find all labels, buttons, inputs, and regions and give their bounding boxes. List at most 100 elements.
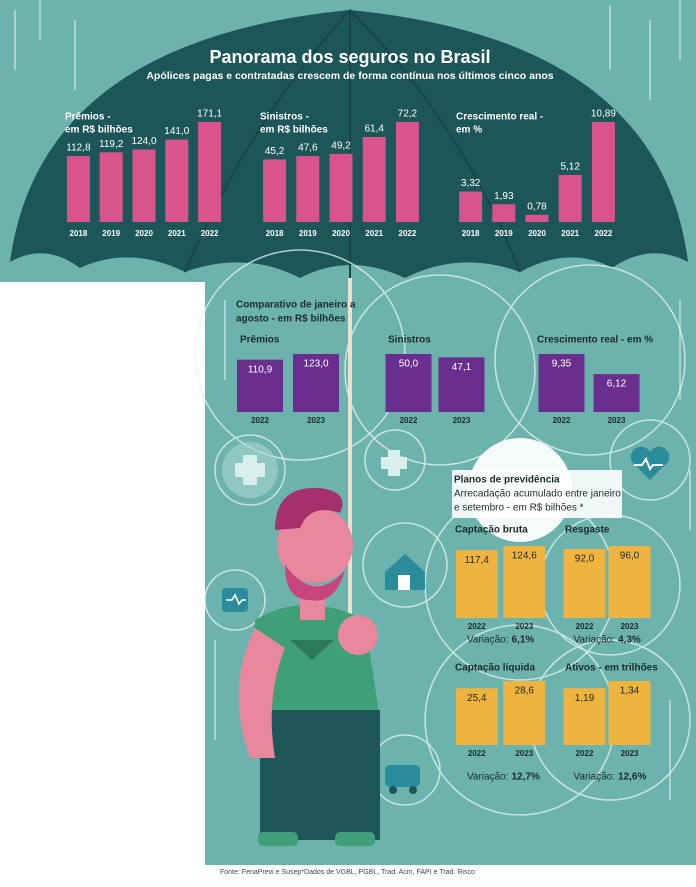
- bar: [459, 191, 483, 222]
- value-label: 47,1: [452, 362, 472, 373]
- value-label: 10,89: [591, 109, 616, 120]
- bar: [593, 374, 640, 412]
- bar: [525, 214, 549, 222]
- value-label: 110,9: [248, 364, 273, 375]
- note-value: 4,3%: [618, 635, 641, 646]
- bar: [608, 681, 651, 745]
- bar: [538, 354, 585, 412]
- value-label: 72,2: [398, 109, 418, 120]
- note-value: 12,6%: [618, 772, 646, 783]
- umbrella-ribs: [184, 9, 521, 278]
- x-tick-label: 2021: [561, 229, 579, 238]
- value-label: 47,6: [298, 143, 318, 154]
- chart-title: Crescimento real - em %: [537, 335, 653, 346]
- x-tick-label: 2022: [553, 416, 571, 425]
- chart-title: em R$ bilhões: [260, 125, 328, 136]
- value-label: 112,8: [66, 143, 91, 154]
- value-label: 50,0: [399, 359, 419, 370]
- value-label: 123,0: [303, 359, 328, 370]
- bar: [237, 359, 283, 412]
- x-tick-label: 2023: [621, 622, 639, 631]
- note-label: Variação:: [467, 772, 509, 783]
- chart-title: Ativos - em trilhões: [565, 663, 658, 674]
- chart-title: Resgaste: [565, 525, 610, 536]
- x-tick-label: 2022: [400, 416, 418, 425]
- chart-title: em R$ bilhões: [65, 125, 133, 136]
- x-tick-label: 2019: [299, 229, 317, 238]
- value-label: 3,32: [461, 178, 481, 189]
- x-tick-label: 2022: [468, 622, 486, 631]
- x-tick-label: 2021: [168, 229, 186, 238]
- x-tick-label: 2023: [515, 749, 533, 758]
- note-label: Variação:: [467, 635, 509, 646]
- x-tick-label: 2023: [453, 416, 471, 425]
- bar: [608, 546, 651, 618]
- value-label: 124,6: [512, 551, 537, 562]
- x-tick-label: 2022: [201, 229, 219, 238]
- bar: [492, 204, 516, 222]
- value-label: 5,12: [560, 162, 580, 173]
- bar: [438, 357, 485, 412]
- bar: [385, 354, 432, 412]
- x-tick-label: 2020: [135, 229, 153, 238]
- x-tick-label: 2022: [595, 229, 613, 238]
- value-label: 9,35: [552, 359, 572, 370]
- value-label: 0,78: [527, 201, 547, 212]
- x-tick-label: 2018: [266, 229, 284, 238]
- value-label: 61,4: [364, 124, 384, 135]
- value-label: 141,0: [164, 126, 189, 137]
- section-subtitle: e setembro - em R$ bilhões *: [454, 503, 584, 514]
- x-tick-label: 2018: [70, 229, 88, 238]
- x-tick-label: 2022: [251, 416, 269, 425]
- bar: [132, 149, 156, 222]
- bar: [198, 122, 222, 222]
- x-tick-label: 2019: [495, 229, 513, 238]
- value-label: 49,2: [331, 140, 351, 151]
- x-tick-label: 2020: [528, 229, 546, 238]
- person: [238, 278, 380, 846]
- bar: [455, 550, 498, 618]
- value-label: 92,0: [575, 554, 595, 565]
- note-label: Variação:: [573, 635, 615, 646]
- value-label: 171,1: [197, 109, 222, 120]
- value-label: 117,4: [465, 555, 490, 566]
- bar: [503, 546, 546, 618]
- x-tick-label: 2023: [608, 416, 626, 425]
- bar: [296, 156, 320, 222]
- source: Fonte: FenaPrevi e Susep*Dados de VGBL, …: [220, 869, 475, 876]
- bar: [558, 174, 582, 222]
- value-label: 1,93: [494, 191, 514, 202]
- value-label: 1,19: [575, 693, 595, 704]
- x-tick-label: 2023: [515, 622, 533, 631]
- chart-title: Captação líquida: [455, 663, 535, 674]
- value-label: 28,6: [515, 686, 535, 697]
- value-label: 1,34: [620, 686, 640, 697]
- bar: [99, 152, 123, 222]
- bar: [263, 159, 287, 222]
- pension-label-bg: [452, 470, 622, 518]
- value-label: 119,2: [99, 139, 124, 150]
- chart-title: Sinistros -: [260, 112, 309, 123]
- x-tick-label: 2022: [576, 749, 594, 758]
- bar: [66, 156, 90, 222]
- rain: [14, 0, 691, 800]
- bar: [563, 688, 606, 745]
- value-label: 6,12: [607, 379, 627, 390]
- section-title: agosto - em R$ bilhões: [236, 314, 346, 325]
- x-tick-label: 2023: [307, 416, 325, 425]
- chart-title: Prêmios -: [65, 112, 111, 123]
- value-label: 124,0: [131, 136, 156, 147]
- bar: [293, 354, 339, 412]
- note-value: 12,7%: [512, 772, 540, 783]
- bar: [503, 681, 546, 745]
- bar: [329, 153, 353, 222]
- x-tick-label: 2022: [399, 229, 417, 238]
- main-subtitle: Apólices pagas e contratadas crescem de …: [146, 70, 553, 82]
- note-label: Variação:: [573, 772, 615, 783]
- x-tick-label: 2020: [332, 229, 350, 238]
- x-tick-label: 2018: [462, 229, 480, 238]
- chart-title: Captação bruta: [455, 525, 528, 536]
- bar: [362, 136, 386, 222]
- section-title: Comparativo de janeiro a: [236, 300, 356, 311]
